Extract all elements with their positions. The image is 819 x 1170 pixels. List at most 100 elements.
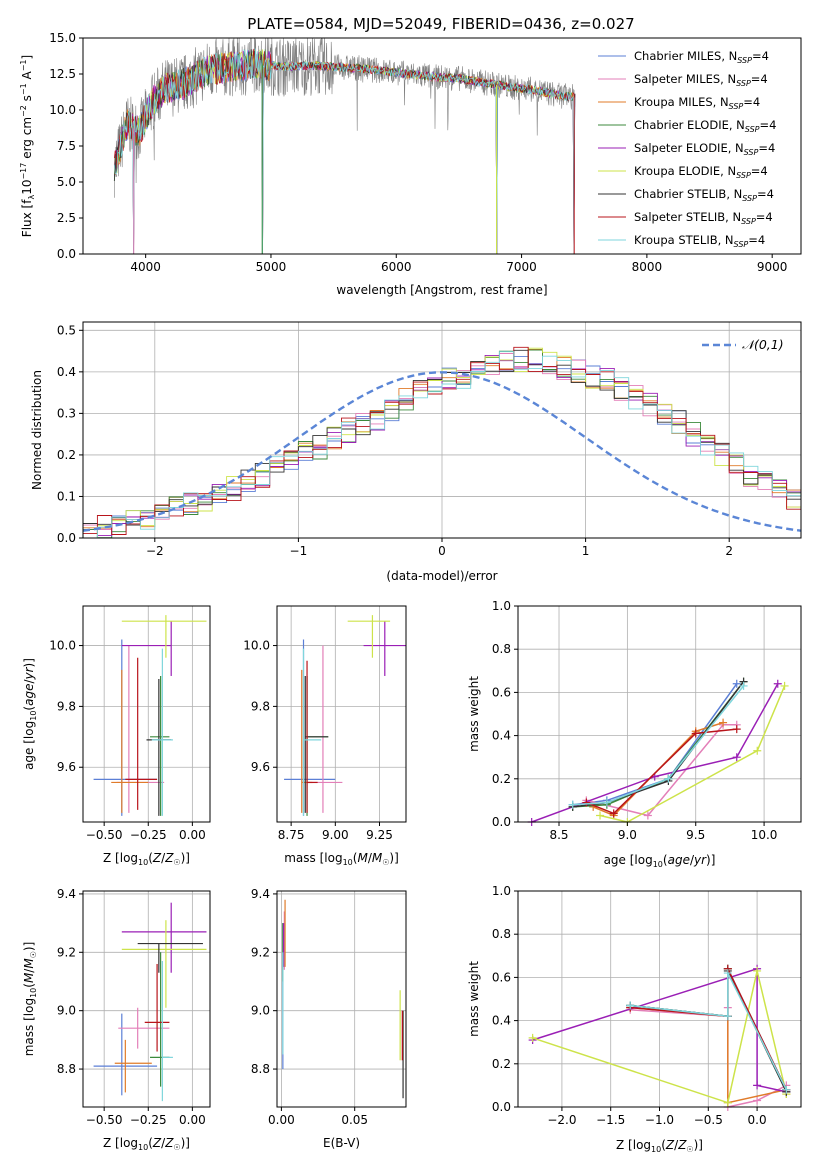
spectrum-xtick-label: 8000 <box>632 260 663 274</box>
mass-weight-vs-age-marker <box>602 798 611 807</box>
residuals-xtick-label: 2 <box>725 544 733 558</box>
mass-vs-extinction-ytick-label: 8.8 <box>251 1062 270 1076</box>
residuals-ytick-label: 0.5 <box>57 323 76 337</box>
spectrum-xlabel: wavelength [Angstrom, rest frame] <box>336 283 547 297</box>
age-vs-mass-frame <box>276 605 407 823</box>
mass-weight-vs-age-marker <box>664 774 673 783</box>
mass-weight-vs-age-marker <box>582 798 591 807</box>
residuals-histogram-8 <box>83 346 801 535</box>
mass-weight-vs-age-frame <box>517 605 802 823</box>
spectrum-legend-label: Kroupa STELIB, NSSP=4 <box>634 233 765 249</box>
spectrum-legend-label: Chabrier STELIB, NSSP=4 <box>634 187 774 203</box>
mass-weight-vs-metallicity-ytick-label: 0.0 <box>492 1100 511 1114</box>
mass-weight-vs-metallicity-xtick-label: 0.0 <box>748 1113 767 1127</box>
mass-weight-vs-age-series-6 <box>599 685 786 822</box>
mass-weight-vs-metallicity-xtick-label: −1.5 <box>596 1113 625 1127</box>
mass-vs-extinction-xlabel: E(B-V) <box>323 1136 360 1150</box>
residuals-histogram-6 <box>83 347 801 538</box>
mass-weight-vs-metallicity-xlabel: Z [log10(Z/Z☉)] <box>616 1138 703 1154</box>
mass-vs-metallicity-ylabel: mass [log10(M/M☉)] <box>22 942 38 1057</box>
residuals-ytick-label: 0.0 <box>57 531 76 545</box>
spectrum-legend-label: Chabrier ELODIE, NSSP=4 <box>634 118 776 134</box>
spectrum-xtick-label: 5000 <box>256 260 287 274</box>
mass-vs-metallicity-ytick-label: 9.0 <box>57 1004 76 1018</box>
mass-vs-metallicity-xtick-label: 0.00 <box>179 1113 206 1127</box>
spectrum-chart: 4000 5000 6000 7000 8000 9000 0.0 2.5 5.0 7.5 10.0… <box>19 31 802 297</box>
spectrum-ytick-label: 0.0 <box>57 247 76 261</box>
mass-vs-extinction-ytick-label: 9.2 <box>251 945 270 959</box>
spectrum-ytick-label: 15.0 <box>49 31 76 45</box>
mass-weight-vs-age-marker <box>691 729 700 738</box>
residuals-xtick-label: −1 <box>290 544 308 558</box>
mass-weight-vs-age-ytick-label: 0.2 <box>492 772 511 786</box>
age-vs-mass-xlabel: mass [log10(M/M☉)] <box>284 851 399 867</box>
mass-weight-vs-age-marker <box>753 746 762 755</box>
mass-weight-vs-age-xlabel: age [log10(age/yr)] <box>604 853 716 869</box>
mass-vs-metallicity-ytick-label: 9.4 <box>57 887 76 901</box>
residuals-ytick-label: 0.4 <box>57 365 76 379</box>
mass-weight-vs-age-series-5 <box>531 683 779 822</box>
residuals-normal-curve <box>83 371 801 532</box>
mass-weight-vs-age-xtick-label: 9.0 <box>618 828 637 842</box>
residuals-xtick-label: 1 <box>582 544 590 558</box>
mass-weight-vs-age-xtick-label: 8.5 <box>549 828 568 842</box>
mass-weight-vs-metallicity-marker <box>528 1033 537 1042</box>
age-vs-mass-xtick-label: 8.75 <box>278 828 305 842</box>
mass-vs-metallicity-xlabel: Z [log10(Z/Z☉)] <box>103 1136 190 1152</box>
mass-weight-vs-metallicity-marker <box>753 1096 762 1105</box>
spectrum-legend-label: Salpeter STELIB, NSSP=4 <box>634 210 773 226</box>
mass-vs-metallicity-frame <box>82 890 211 1108</box>
residuals-xlabel: (data-model)/error <box>386 569 497 583</box>
mass-weight-vs-age-marker <box>596 811 605 820</box>
residuals-ytick-label: 0.3 <box>57 406 76 420</box>
spectrum-ytick-label: 2.5 <box>57 211 76 225</box>
age-vs-mass-ytick-label: 9.8 <box>251 699 270 713</box>
mass-weight-vs-age-marker <box>732 725 741 734</box>
spectrum-xtick-label: 4000 <box>130 260 161 274</box>
mass-weight-vs-age-chart: 8.5 9.0 9.5 10.0 0.0 0.2 0.4 0.6 0.8 1.0 age [log1… <box>467 599 802 869</box>
mass-weight-vs-age-marker <box>732 679 741 688</box>
mass-weight-vs-metallicity-marker <box>723 1012 732 1021</box>
mass-weight-vs-age-series-9 <box>572 685 745 806</box>
mass-weight-vs-metallicity-series-5 <box>532 967 787 1093</box>
mass-weight-vs-metallicity-chart: −2.0 −1.5 −1.0 −0.5 0.0 0.0 0.2 0.4 0.6 0.8 1.0 Z [… <box>467 884 802 1154</box>
spectrum-ytick-label: 12.5 <box>49 67 76 81</box>
residuals-xtick-label: 0 <box>438 544 446 558</box>
figure-title: PLATE=0584, MJD=52049, FIBERID=0436, z=0… <box>247 15 634 33</box>
age-vs-mass-xtick-label: 9.25 <box>366 828 393 842</box>
mass-weight-vs-age-ytick-label: 0.4 <box>492 729 511 743</box>
mass-weight-vs-age-xtick-label: 9.5 <box>686 828 705 842</box>
age-vs-mass-ytick-label: 10.0 <box>243 639 270 653</box>
spectrum-legend-label: Salpeter ELODIE, NSSP=4 <box>634 141 775 157</box>
mass-weight-vs-age-marker <box>643 811 652 820</box>
residuals-ytick-label: 0.1 <box>57 489 76 503</box>
mass-weight-vs-metallicity-xtick-label: −0.5 <box>694 1113 723 1127</box>
mass-weight-vs-age-series-2 <box>586 724 737 817</box>
age-vs-mass-ytick-label: 9.6 <box>251 760 270 774</box>
spectrum-xtick-label: 6000 <box>381 260 412 274</box>
age-vs-metallicity-ytick-label: 9.8 <box>57 699 76 713</box>
mass-weight-vs-age-marker <box>719 718 728 727</box>
mass-weight-vs-age-marker <box>773 679 782 688</box>
mass-vs-metallicity-ytick-label: 8.8 <box>57 1062 76 1076</box>
mass-weight-vs-metallicity-xtick-label: −1.0 <box>645 1113 674 1127</box>
mass-weight-vs-metallicity-ylabel: mass weight <box>467 961 481 1037</box>
spectrum-observed-line <box>114 38 576 198</box>
mass-vs-metallicity-ytick-label: 9.2 <box>57 945 76 959</box>
mass-vs-extinction-frame <box>276 890 407 1108</box>
residuals-legend-label: 𝒩(0,1) <box>742 337 784 352</box>
mass-weight-vs-age-ytick-label: 0.0 <box>492 815 511 829</box>
mass-weight-vs-metallicity-ytick-label: 0.8 <box>492 927 511 941</box>
mass-weight-vs-metallicity-ytick-label: 1.0 <box>492 884 511 898</box>
spectrum-xtick-label: 7000 <box>506 260 537 274</box>
spectrum-legend-label: Kroupa MILES, NSSP=4 <box>634 95 760 111</box>
mass-vs-extinction-ytick-label: 9.0 <box>251 1004 270 1018</box>
spectrum-legend-label: Chabrier MILES, NSSP=4 <box>634 49 769 65</box>
mass-weight-vs-age-marker <box>568 800 577 809</box>
mass-vs-metallicity-xtick-label: −0.50 <box>86 1113 123 1127</box>
mass-weight-vs-age-marker <box>732 753 741 762</box>
residuals-histogram-4 <box>83 349 801 538</box>
mass-weight-vs-metallicity-series-9 <box>630 972 788 1091</box>
mass-weight-vs-age-series-8 <box>586 728 737 815</box>
